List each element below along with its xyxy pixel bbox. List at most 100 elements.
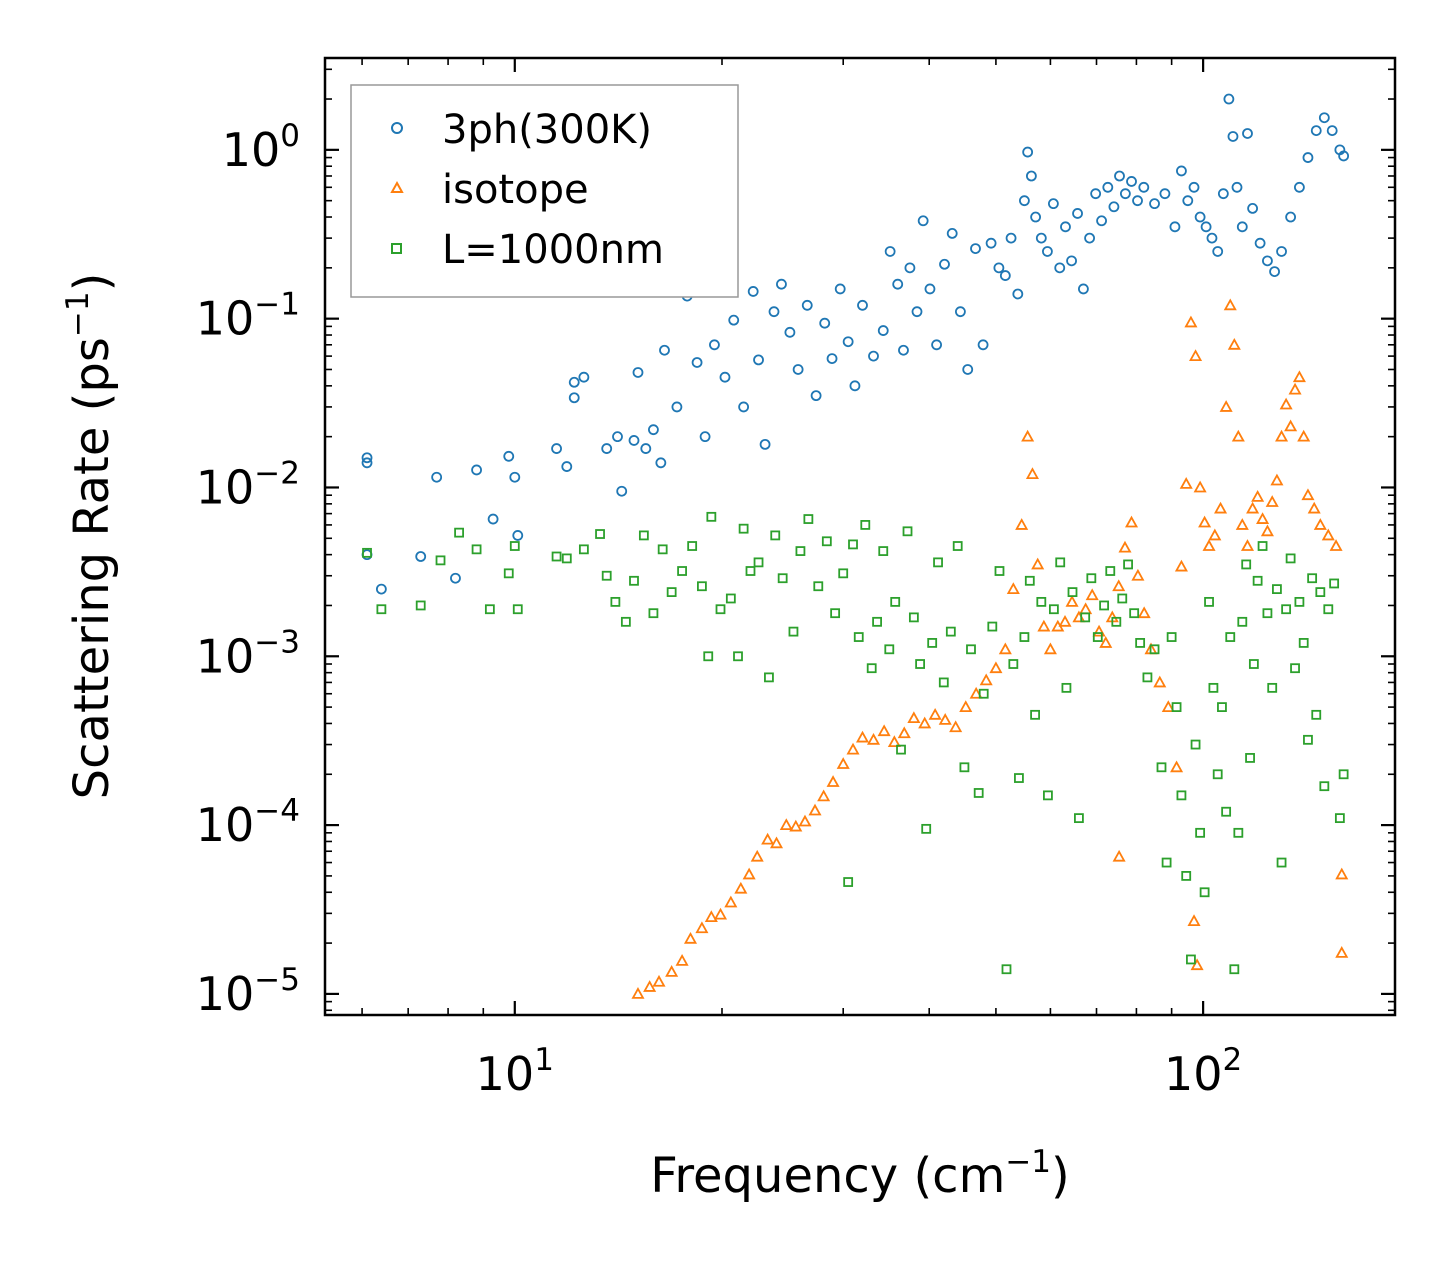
- point-1-4: [675, 953, 689, 966]
- point-0-3: [375, 583, 387, 595]
- point-2-34: [770, 530, 781, 541]
- point-1-74: [1227, 337, 1241, 350]
- point-0-62: [962, 364, 974, 375]
- point-2-40: [821, 536, 832, 547]
- point-0-107: [1242, 128, 1253, 139]
- point-0-59: [939, 258, 950, 270]
- point-1-93: [1321, 528, 1335, 541]
- point-0-74: [1035, 232, 1047, 244]
- point-2-64: [973, 788, 984, 798]
- point-0-92: [1149, 198, 1160, 210]
- point-2-16: [620, 616, 631, 627]
- point-1-20: [826, 775, 840, 787]
- point-1-13: [761, 832, 775, 845]
- point-1-58: [1137, 606, 1151, 619]
- point-1-88: [1292, 370, 1306, 383]
- point-2-111: [1237, 616, 1248, 627]
- point-0-71: [1022, 146, 1034, 158]
- point-2-62: [959, 762, 970, 773]
- point-1-91: [1307, 501, 1321, 514]
- point-0-51: [884, 246, 896, 257]
- point-1-86: [1284, 419, 1298, 432]
- point-0-54: [904, 262, 916, 274]
- point-1-84: [1275, 429, 1289, 442]
- point-0-52: [892, 278, 904, 290]
- point-0-75: [1042, 246, 1053, 257]
- point-2-95: [1166, 632, 1177, 642]
- point-2-107: [1221, 806, 1232, 817]
- point-2-98: [1181, 871, 1192, 881]
- point-1-25: [877, 724, 891, 737]
- y-tick-label-2: 10−2: [196, 455, 300, 514]
- point-1-23: [855, 730, 870, 743]
- point-2-127: [1307, 573, 1318, 584]
- point-1-26: [887, 735, 901, 748]
- point-1-36: [989, 661, 1003, 674]
- point-1-75: [1231, 429, 1245, 442]
- x-axis-label-end: ): [1051, 1148, 1070, 1204]
- point-2-36: [788, 626, 799, 637]
- y-axis-label-superscript: −1: [60, 291, 96, 337]
- point-1-11: [742, 867, 756, 880]
- point-2-76: [1048, 604, 1059, 615]
- point-0-85: [1102, 181, 1114, 193]
- point-2-79: [1067, 587, 1078, 597]
- point-1-9: [724, 895, 738, 908]
- point-0-1: [361, 457, 373, 469]
- point-1-51: [1092, 624, 1106, 637]
- point-1-98: [1187, 914, 1201, 926]
- point-0-36: [759, 438, 771, 450]
- point-0-69: [1012, 288, 1024, 300]
- point-2-35: [777, 573, 788, 584]
- point-2-113: [1245, 753, 1255, 763]
- point-2-105: [1212, 769, 1223, 780]
- point-1-30: [928, 707, 942, 720]
- point-2-19: [648, 608, 659, 619]
- point-0-33: [738, 401, 750, 413]
- point-0-99: [1200, 221, 1212, 233]
- legend-label-l1000nm: L=1000nm: [442, 227, 664, 273]
- point-0-49: [868, 350, 879, 362]
- point-0-79: [1066, 255, 1077, 267]
- point-1-28: [907, 711, 921, 724]
- point-0-95: [1176, 165, 1187, 177]
- legend-marker-square-icon: [391, 243, 402, 254]
- point-0-18: [612, 431, 623, 443]
- point-1-56: [1124, 515, 1139, 528]
- point-2-65: [978, 688, 989, 699]
- point-1-96: [1335, 946, 1349, 958]
- point-0-104: [1227, 131, 1239, 142]
- point-1-66: [1189, 349, 1203, 362]
- point-1-71: [1214, 501, 1228, 514]
- point-2-129: [1315, 587, 1326, 597]
- point-1-62: [1170, 760, 1184, 773]
- legend-entry-3ph: 3ph(300K): [391, 107, 652, 153]
- point-0-43: [819, 317, 831, 329]
- point-0-111: [1269, 266, 1280, 278]
- point-2-23: [687, 541, 698, 551]
- point-0-58: [931, 339, 942, 351]
- point-0-67: [999, 270, 1011, 281]
- point-1-85: [1279, 397, 1293, 410]
- point-1-7: [704, 910, 718, 923]
- series-1: [631, 298, 1349, 999]
- point-2-91: [1142, 672, 1153, 683]
- point-1-78: [1246, 501, 1260, 514]
- point-0-15: [568, 376, 580, 388]
- point-1-68: [1198, 515, 1212, 528]
- point-2-60: [945, 626, 956, 637]
- point-0-10: [509, 471, 521, 483]
- point-0-76: [1047, 198, 1059, 210]
- y-axis-label-end: ): [64, 273, 120, 292]
- point-0-97: [1188, 181, 1200, 193]
- point-2-1: [376, 604, 387, 615]
- point-0-4: [415, 551, 427, 562]
- point-2-45: [853, 632, 864, 642]
- point-0-39: [784, 326, 796, 338]
- point-2-55: [915, 659, 926, 669]
- point-2-116: [1257, 541, 1268, 551]
- point-2-58: [933, 557, 943, 568]
- point-0-23: [648, 424, 659, 436]
- point-1-6: [695, 921, 709, 934]
- point-0-16: [578, 371, 590, 383]
